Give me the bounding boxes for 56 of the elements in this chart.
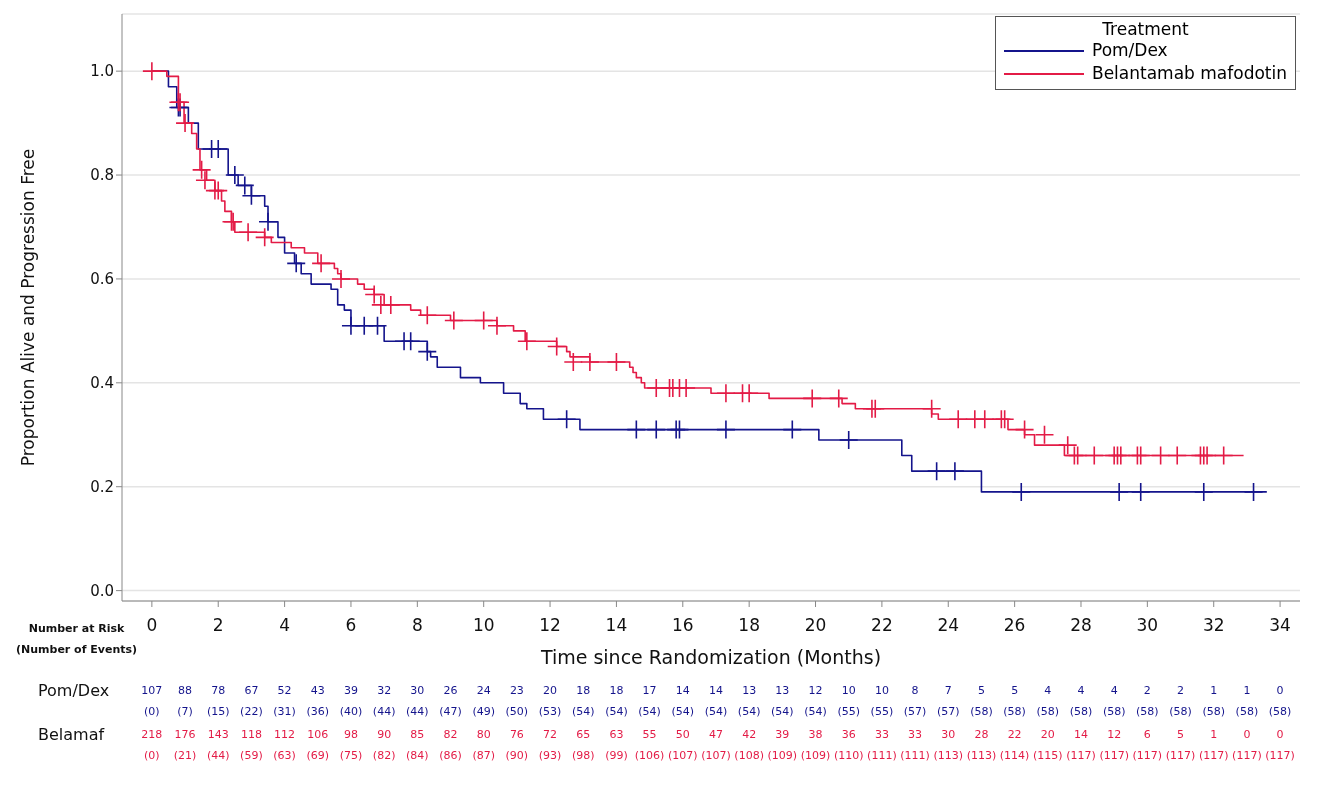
text: (Number of Events) [16, 642, 138, 658]
point [417, 341, 438, 362]
point [626, 419, 647, 440]
point [945, 461, 965, 481]
y-tick-label: 0.8 [90, 166, 114, 185]
point [556, 409, 577, 429]
x-tick-label: 32 [1202, 615, 1225, 636]
x-tick-label: 24 [937, 615, 960, 636]
x-tick-label: 6 [345, 615, 357, 636]
text: 218 176 143 118 112 106 98 90 85 82 80 76 72 65 63 55 50 47 42 39 38 36 33 33 30 28 22 20 14 12 6 5 1 0 0 [141, 728, 1284, 741]
x-tick-label: 20 [804, 615, 827, 636]
point [286, 253, 307, 274]
legend-label: Pom/Dex [1091, 39, 1168, 62]
point [716, 419, 736, 440]
x-tick-label: 2 [212, 615, 224, 636]
x-tick-label: 30 [1136, 615, 1159, 636]
text: Pom/Dex [38, 681, 110, 700]
point [367, 315, 388, 336]
point [400, 331, 421, 352]
text: Number at Risk [27, 621, 126, 637]
x-tick-label: 34 [1269, 615, 1291, 636]
x-tick-label: 18 [738, 615, 760, 636]
x-tick-label: 0 [146, 615, 158, 636]
y-tick-label: 0.2 [90, 478, 114, 497]
text: 107 88 78 67 52 43 39 32 30 26 24 23 20 18 18 17 14 14 13 13 12 10 10 8 7 5 5 4 4 4 2 2 1 1 0 [141, 684, 1284, 697]
y-tick-label: 0.0 [90, 581, 114, 600]
point [1193, 482, 1214, 502]
point [1109, 482, 1129, 502]
point [258, 211, 278, 232]
text: Belamaf [38, 725, 105, 744]
x-tick-label: 14 [605, 615, 628, 636]
point [926, 461, 947, 481]
text: (0) (7) (15) (22) (31) (36) (40) (44) (44) (47) (49) (50) (53) (54) (54) (54) (54) (54) (54) (54) (54) (55) (55) (57) (57) (58) (58) (58) (58) (58) (58) (58) (58) (58) (58) [144, 705, 1292, 718]
point [838, 430, 859, 450]
point [1011, 482, 1032, 502]
point [782, 419, 803, 440]
y-tick-label: 1.0 [90, 62, 114, 81]
point [1243, 482, 1264, 502]
x-tick-label: 26 [1003, 615, 1026, 636]
x-tick-label: 16 [671, 615, 694, 636]
text: (0) (21) (44) (59) (63) (69) (75) (82) (84) (86) (87) (90) (93) (98) (99) (106) (107) (107) (108) (109) (109) (110) (111) (111) (113) (113) (114) (115) (117) (117) (117) (117) (117) (117) (117) [144, 749, 1295, 762]
legend-title: Treatment [1101, 19, 1190, 39]
x-tick-label: 12 [539, 615, 561, 636]
y-tick-label: 0.4 [90, 374, 114, 393]
point [1130, 482, 1151, 502]
point [208, 139, 229, 159]
x-tick-label: 28 [1070, 615, 1092, 636]
y-tick-label: 0.6 [90, 270, 114, 289]
y-axis-title: Proportion Alive and Progression Free [18, 148, 39, 467]
x-tick-label: 10 [472, 615, 495, 636]
x-axis-title: Time since Randomization (Months) [540, 646, 882, 668]
x-tick-label: 8 [411, 615, 423, 636]
legend-label: Belantamab mafodotin [1091, 62, 1287, 85]
x-tick-label: 4 [279, 615, 291, 636]
point [646, 419, 667, 440]
x-tick-label: 22 [871, 615, 893, 636]
